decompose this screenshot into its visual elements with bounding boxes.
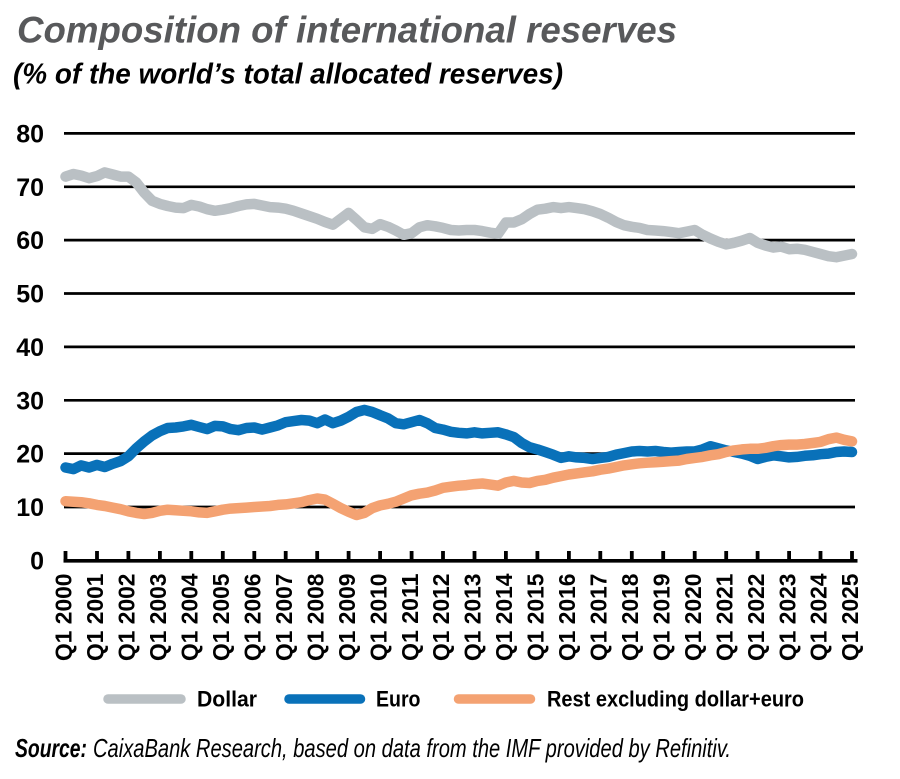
svg-text:Euro: Euro — [376, 687, 421, 712]
svg-text:10: 10 — [16, 494, 44, 522]
svg-text:Source:: Source: — [15, 733, 87, 763]
svg-text:Q1 2022: Q1 2022 — [743, 574, 769, 662]
svg-text:Q1 2025: Q1 2025 — [837, 573, 863, 661]
svg-text:70: 70 — [16, 174, 44, 202]
svg-text:Q1 2001: Q1 2001 — [82, 573, 108, 661]
svg-text:Q1 2012: Q1 2012 — [428, 574, 454, 662]
svg-text:Q1 2007: Q1 2007 — [271, 574, 297, 662]
svg-text:Q1 2014: Q1 2014 — [491, 573, 517, 661]
svg-text:Q1 2023: Q1 2023 — [774, 574, 800, 662]
svg-text:Composition of international r: Composition of international reserves — [17, 10, 677, 51]
svg-text:Q1 2011: Q1 2011 — [397, 573, 423, 661]
svg-text:80: 80 — [16, 120, 44, 148]
svg-text:(% of the world’s total alloca: (% of the world’s total allocated reserv… — [13, 59, 563, 91]
svg-text:Q1 2018: Q1 2018 — [617, 573, 643, 661]
svg-text:Q1 2005: Q1 2005 — [208, 573, 234, 661]
svg-text:30: 30 — [16, 387, 44, 415]
svg-text:Q1 2006: Q1 2006 — [240, 574, 266, 662]
svg-text:Q1 2000: Q1 2000 — [51, 574, 77, 662]
svg-text:Q1 2004: Q1 2004 — [177, 573, 203, 661]
svg-text:Q1 2021: Q1 2021 — [711, 573, 737, 661]
svg-text:Q1 2020: Q1 2020 — [680, 574, 706, 662]
svg-text:CaixaBank Research, based on d: CaixaBank Research, based on data from t… — [93, 733, 731, 763]
svg-text:50: 50 — [16, 281, 44, 309]
svg-text:Q1 2002: Q1 2002 — [114, 574, 140, 662]
svg-text:Rest excluding dollar+euro: Rest excluding dollar+euro — [547, 687, 804, 712]
svg-text:Q1 2017: Q1 2017 — [586, 574, 612, 662]
svg-text:40: 40 — [16, 334, 44, 362]
svg-text:Q1 2019: Q1 2019 — [648, 574, 674, 662]
svg-text:60: 60 — [16, 227, 44, 255]
svg-text:Q1 2008: Q1 2008 — [302, 573, 328, 661]
svg-text:Q1 2003: Q1 2003 — [145, 574, 171, 662]
svg-text:Q1 2024: Q1 2024 — [806, 573, 832, 661]
svg-text:Q1 2009: Q1 2009 — [334, 574, 360, 662]
svg-text:Q1 2016: Q1 2016 — [554, 574, 580, 662]
svg-text:0: 0 — [30, 547, 44, 575]
svg-text:Q1 2010: Q1 2010 — [365, 574, 391, 662]
svg-text:20: 20 — [16, 441, 44, 469]
svg-text:Dollar: Dollar — [197, 687, 257, 712]
svg-text:Q1 2013: Q1 2013 — [460, 574, 486, 662]
svg-text:Q1 2015: Q1 2015 — [523, 573, 549, 661]
